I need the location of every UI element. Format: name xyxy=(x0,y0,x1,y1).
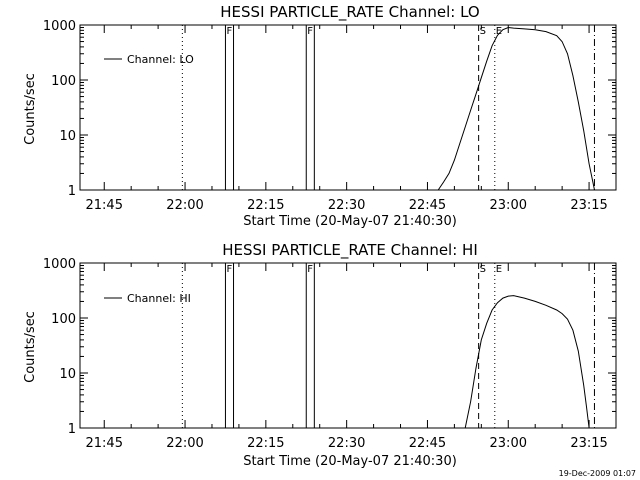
x-tick-label: 22:00 xyxy=(166,198,203,213)
x-tick-label: 23:15 xyxy=(570,436,607,451)
y-tick-label: 1 xyxy=(68,422,76,437)
y-tick-label: 100 xyxy=(51,74,76,89)
chart-title: HESSI PARTICLE_RATE Channel: LO xyxy=(220,3,479,22)
x-tick-label: 22:30 xyxy=(328,436,365,451)
x-tick-label: 21:45 xyxy=(86,198,123,213)
x-tick-label: 23:00 xyxy=(490,198,527,213)
y-tick-label: 100 xyxy=(51,312,76,327)
chart-panel-lo: HESSI PARTICLE_RATE Channel: LO Start Ti… xyxy=(23,3,617,229)
event-marker-label: S xyxy=(480,26,486,37)
event-marker-label: E xyxy=(496,26,502,37)
x-tick-label: 22:00 xyxy=(166,436,203,451)
x-tick-label: 22:45 xyxy=(409,436,446,451)
legend: Channel: HI xyxy=(104,292,191,305)
plot-frame xyxy=(79,262,617,429)
x-tick-label: 23:00 xyxy=(490,436,527,451)
plot-frame xyxy=(79,24,617,191)
chart-panel-hi: HESSI PARTICLE_RATE Channel: HI Start Ti… xyxy=(23,241,617,469)
event-marker-label: F xyxy=(307,26,313,37)
event-marker-label: S xyxy=(480,264,486,275)
x-tick-label: 22:30 xyxy=(328,198,365,213)
y-tick-label: 1000 xyxy=(43,19,76,34)
legend-label: Channel: LO xyxy=(127,53,194,66)
series-line xyxy=(437,26,595,191)
event-marker-label: E xyxy=(496,264,502,275)
x-axis-label: Start Time (20-May-07 21:40:30) xyxy=(243,454,457,469)
legend: Channel: LO xyxy=(104,53,194,66)
x-tick-label: 23:15 xyxy=(570,198,607,213)
x-tick-label: 22:15 xyxy=(247,198,284,213)
event-marker-label: F xyxy=(307,264,313,275)
event-marker-label: F xyxy=(226,26,232,37)
y-tick-label: 1 xyxy=(68,184,76,199)
y-tick-label: 1000 xyxy=(43,257,76,272)
y-tick-label: 10 xyxy=(59,367,76,382)
y-axis-label: Counts/sec xyxy=(23,73,38,145)
x-tick-label: 22:45 xyxy=(409,198,446,213)
print-timestamp: 19-Dec-2009 01:07 xyxy=(559,469,636,478)
x-tick-label: 21:45 xyxy=(86,436,123,451)
x-tick-label: 22:15 xyxy=(247,436,284,451)
x-axis-label: Start Time (20-May-07 21:40:30) xyxy=(243,214,457,229)
y-axis-label: Counts/sec xyxy=(23,311,38,383)
event-marker-label: F xyxy=(226,264,232,275)
series-line xyxy=(464,295,590,429)
chart-title: HESSI PARTICLE_RATE Channel: HI xyxy=(222,241,478,260)
y-tick-label: 10 xyxy=(59,129,76,144)
legend-label: Channel: HI xyxy=(127,292,191,305)
